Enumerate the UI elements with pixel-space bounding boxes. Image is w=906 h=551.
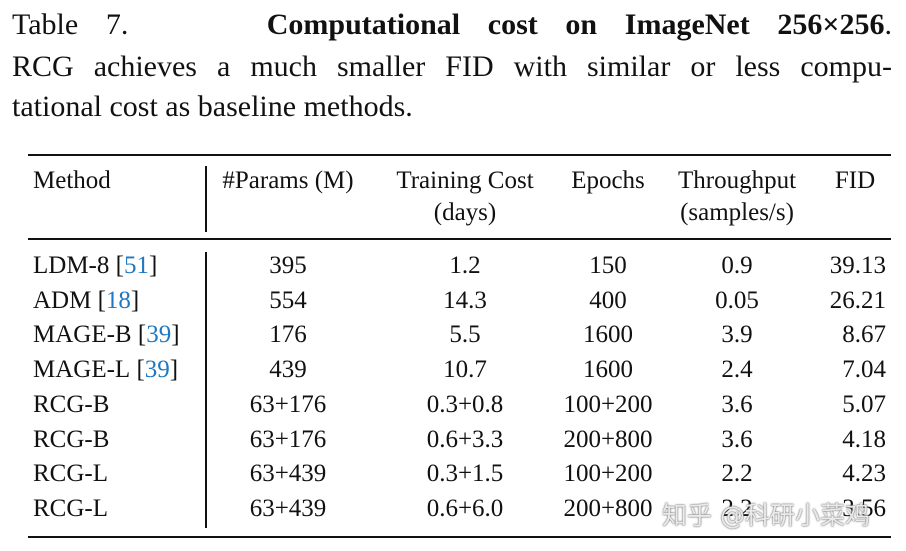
table-cell: 5.5 (449, 321, 481, 349)
top-rule (28, 154, 891, 156)
header-cell: FID (834, 167, 876, 194)
bracket: ] (148, 252, 158, 279)
bracket: ] (171, 321, 180, 349)
table-cell: 14.3 (443, 286, 487, 314)
column-divider (205, 252, 207, 528)
bracket: [ (115, 252, 124, 279)
bracket: [ (136, 356, 145, 384)
table-cell: 200+800 (563, 494, 653, 522)
table-cell: 0.3+0.8 (426, 390, 504, 418)
header-cell: Training Cost (396, 167, 534, 194)
table-cell: 0.6+3.3 (426, 425, 504, 453)
bracket: ] (169, 356, 179, 384)
citation: 39 (144, 356, 170, 384)
table-cell: 63+176 (249, 425, 327, 453)
table-cell: 1600 (583, 321, 633, 349)
method-name: RCG-B (33, 425, 110, 453)
table-cell: 400 (589, 286, 627, 314)
header-cell: (samples/s) (680, 199, 794, 226)
table-cell: 3.6 (721, 425, 753, 453)
table-cell: 1600 (583, 356, 633, 384)
method-name: LDM-8 (33, 252, 110, 279)
table-cell: 0.9 (721, 252, 753, 279)
bracket: [ (97, 286, 106, 314)
method-cell: ADM [18] (33, 286, 139, 316)
citation: 39 (146, 321, 172, 349)
caption-label: Table 7. (12, 8, 129, 41)
method-name: MAGE-L (33, 356, 131, 384)
column-divider (205, 166, 207, 232)
mid-rule (28, 238, 891, 240)
table-cell: 5.07 (842, 390, 886, 418)
table-cell: 8.67 (842, 321, 886, 349)
table-cell: 100+200 (563, 390, 653, 418)
table-cell: 2.2 (721, 460, 753, 488)
table-cell: 3.9 (721, 321, 753, 349)
method-cell: MAGE-B [39] (33, 320, 180, 350)
method-cell: RCG-B (33, 390, 109, 420)
method-name: RCG-L (33, 494, 108, 522)
table-cell: 3.56 (842, 494, 886, 522)
table-cell: 4.18 (842, 425, 886, 453)
table-cell: 26.21 (829, 286, 886, 314)
method-name: ADM (33, 286, 92, 314)
bracket: [ (137, 321, 147, 349)
caption-line: RCG achieves a much smaller FID with sim… (12, 50, 892, 83)
table-cell: 4.23 (842, 460, 886, 488)
method-name: MAGE-B (33, 321, 132, 349)
header-cell: Throughput (677, 167, 797, 194)
table-cell: 63+176 (249, 390, 327, 418)
table-cell: 1.2 (449, 252, 481, 279)
caption-title: Computational cost on ImageNet 256×256 (266, 8, 885, 41)
table-cell: 395 (269, 252, 307, 279)
caption-line: Table 7. Computational cost on ImageNet … (12, 5, 892, 45)
method-name: RCG-B (33, 390, 110, 418)
table-cell: 63+439 (249, 494, 327, 522)
header-cell: (days) (433, 199, 497, 226)
bracket: ] (130, 286, 140, 314)
citation: 51 (123, 252, 149, 279)
table-cell: 0.6+6.0 (426, 494, 504, 522)
watermark: 知乎 @科研小菜鸡 (662, 501, 870, 530)
header-cell: Epochs (571, 167, 645, 194)
table-cell: 39.13 (829, 252, 886, 279)
method-cell: RCG-B (33, 425, 109, 455)
table-cell: 100+200 (563, 460, 653, 488)
table-cell: 2.2 (721, 494, 753, 522)
table-cell: 63+439 (249, 460, 327, 488)
method-cell: LDM-8 [51] (33, 251, 157, 281)
header-cell: #Params (M) (222, 167, 354, 194)
table-cell: 200+800 (563, 425, 653, 453)
table-cell: 554 (269, 286, 307, 314)
table-cell: 150 (589, 252, 627, 279)
table-cell: 439 (269, 356, 307, 384)
method-cell: RCG-L (33, 494, 108, 524)
table-cell: 2.4 (721, 356, 753, 384)
method-cell: MAGE-L [39] (33, 355, 178, 385)
table-cell: 0.05 (715, 286, 759, 314)
table-cell: 176 (269, 321, 307, 349)
caption-line: tational cost as baseline methods. (12, 90, 413, 123)
bottom-rule (28, 536, 891, 538)
table-cell: 0.3+1.5 (426, 460, 504, 488)
table-cell: 7.04 (842, 356, 886, 384)
method-name: RCG-L (33, 460, 108, 488)
method-cell: RCG-L (33, 459, 108, 489)
table-cell: 3.6 (721, 390, 753, 418)
table-cell: 10.7 (443, 356, 487, 384)
caption-title-end: . (884, 8, 893, 41)
header-cell: Method (33, 167, 111, 194)
citation: 18 (105, 286, 131, 314)
